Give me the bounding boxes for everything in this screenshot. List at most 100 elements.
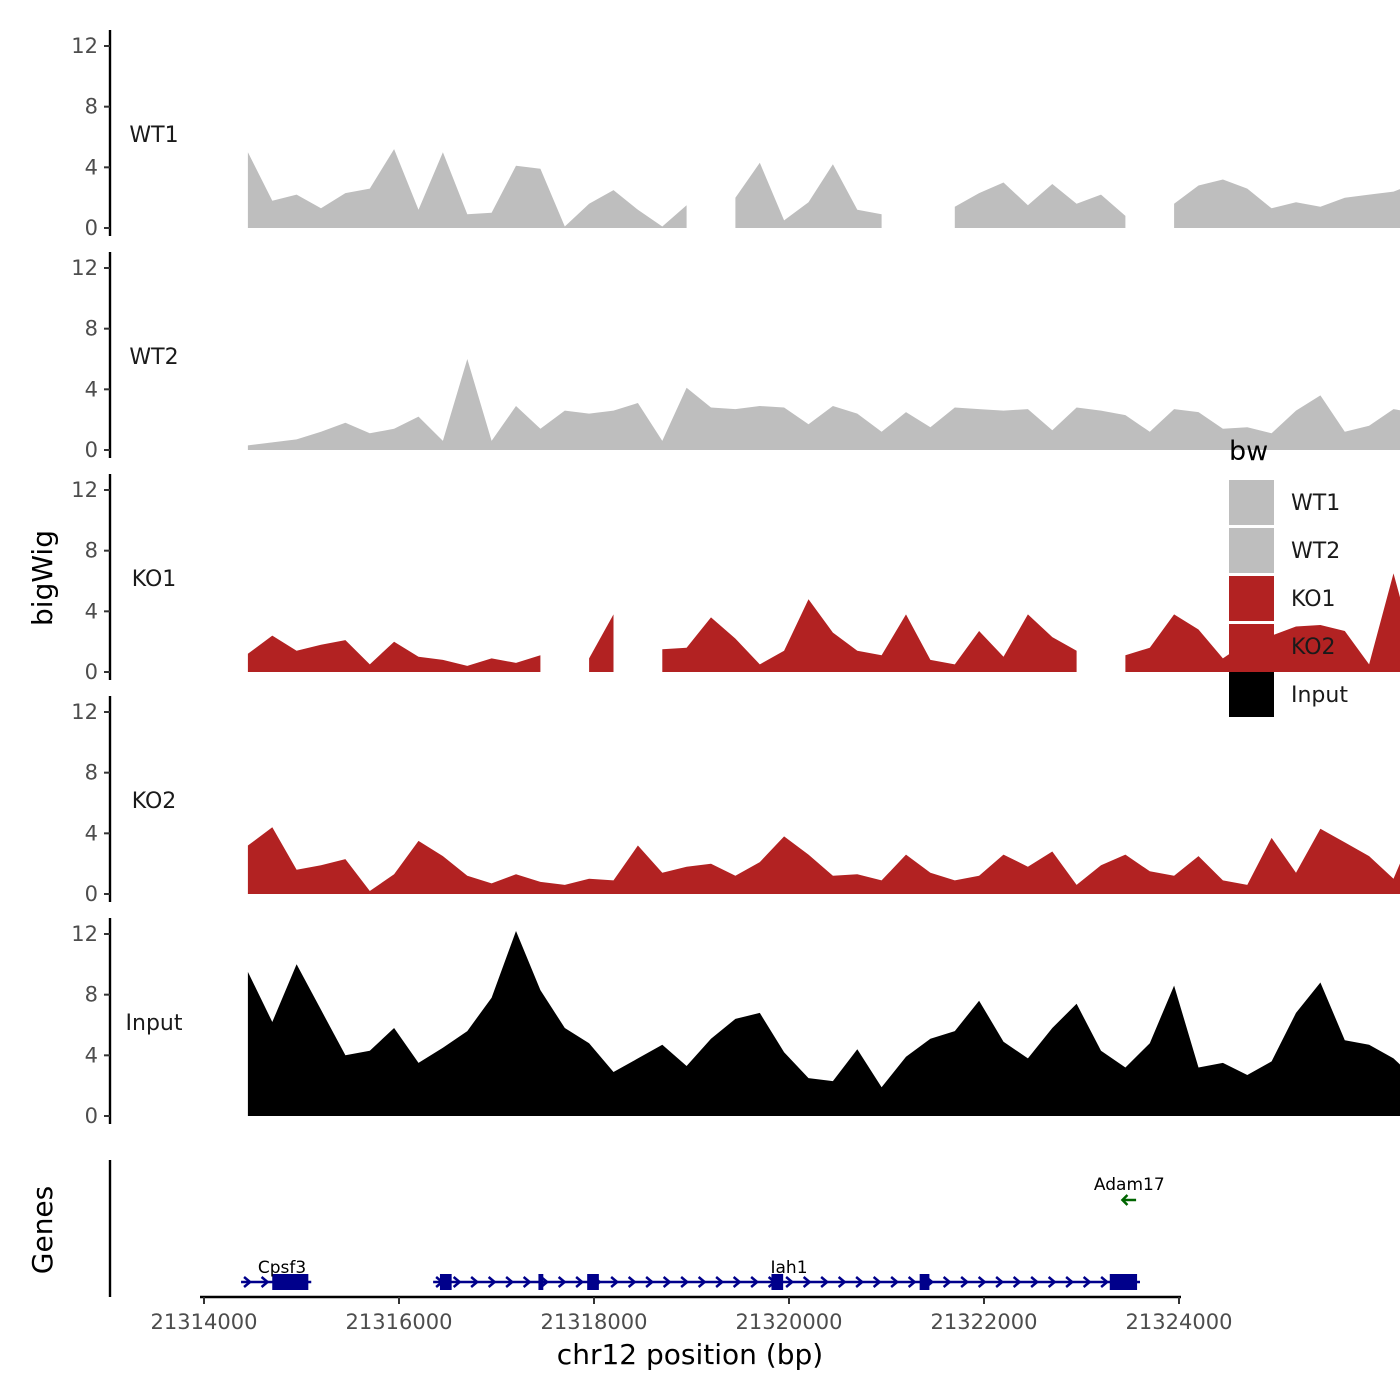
track-panel-ko2: 0 4 8 12 KO2: [71, 696, 1400, 906]
legend-swatch: [1229, 480, 1274, 525]
strand-arrow-icon: [1065, 1276, 1075, 1288]
exon-block: [272, 1274, 309, 1290]
gene-label: Adam17: [1094, 1175, 1165, 1195]
y-tick-label: 4: [85, 821, 98, 845]
y-tick-label: 4: [85, 377, 98, 401]
track-label: KO1: [132, 567, 177, 592]
legend-label: Input: [1291, 683, 1348, 708]
genes-axis-title: Genes: [26, 1186, 59, 1274]
x-axis: 21314000 21316000 21318000 21320000 21322000…: [151, 1295, 1232, 1334]
gene-label: Cpsf3: [258, 1258, 306, 1278]
strand-arrow-icon: [505, 1276, 515, 1288]
y-tick-label: 12: [71, 256, 98, 280]
y-tick-label: 12: [71, 700, 98, 724]
gene-iah1: Iah1: [433, 1258, 1140, 1290]
exon-block: [538, 1274, 544, 1290]
track-panel-ko1: 0 4 8 12 KO1: [71, 474, 1400, 684]
strand-arrow-icon: [1100, 1276, 1110, 1288]
strand-arrow-icon: [802, 1276, 812, 1288]
legend-item: WT2: [1229, 528, 1340, 573]
strand-arrow-icon: [732, 1276, 742, 1288]
y-tick-label: 4: [85, 1043, 98, 1067]
exon-block: [919, 1274, 930, 1290]
strand-arrow-icon: [960, 1276, 970, 1288]
track-panel-wt1: 0 4 8 12 WT1: [71, 30, 1400, 240]
x-tick-label: 21316000: [346, 1310, 453, 1334]
strand-arrow-icon: [855, 1276, 865, 1288]
legend-label: KO1: [1291, 587, 1336, 612]
track-label: KO2: [132, 789, 177, 814]
track-panel-wt2: 0 4 8 12 WT2: [71, 252, 1400, 462]
strand-arrow-icon: [680, 1276, 690, 1288]
y-tick-label: 12: [71, 922, 98, 946]
coverage-area: [247, 635, 541, 672]
strand-arrow-icon: [750, 1276, 760, 1288]
strand-arrow-icon: [1120, 1194, 1129, 1206]
strand-arrow-icon: [557, 1276, 567, 1288]
coverage-area: [954, 182, 1126, 228]
track-label: WT2: [129, 345, 178, 370]
legend-swatch: [1229, 624, 1274, 669]
strand-arrow-icon: [662, 1276, 672, 1288]
strand-arrow-icon: [907, 1276, 917, 1288]
exon-block: [771, 1274, 784, 1290]
x-tick-label: 21318000: [541, 1310, 648, 1334]
y-tick-label: 0: [85, 1104, 98, 1128]
legend-label: WT2: [1291, 539, 1340, 564]
strand-arrow-icon: [645, 1276, 655, 1288]
legend-item: Input: [1229, 672, 1348, 717]
strand-arrow-icon: [715, 1276, 725, 1288]
y-tick-label: 0: [85, 216, 98, 240]
strand-arrow-icon: [785, 1276, 795, 1288]
gene-label: Iah1: [770, 1258, 807, 1278]
track-panels: 0 4 8 12 WT1 0 4 8 12 WT2 0 4 8 12 KO1 0 4 8 12 KO2 0 4 8 12 Inp…: [71, 30, 1400, 1128]
strand-arrow-icon: [1047, 1276, 1057, 1288]
y-tick-label: 12: [71, 34, 98, 58]
y-tick-label: 8: [85, 761, 98, 785]
track-panel-input: 0 4 8 12 Input: [71, 918, 1400, 1128]
strand-arrow-icon: [697, 1276, 707, 1288]
strand-arrow-icon: [575, 1276, 585, 1288]
y-tick-label: 0: [85, 660, 98, 684]
strand-arrow-icon: [1030, 1276, 1040, 1288]
coverage-area: [247, 827, 1400, 894]
track-label: Input: [126, 1011, 183, 1036]
y-tick-label: 4: [85, 155, 98, 179]
genes-panel: Cpsf3 Iah1 Adam17: [108, 1160, 1165, 1297]
legend-item: KO2: [1229, 624, 1336, 669]
strand-arrow-icon: [243, 1276, 253, 1288]
legend-label: WT1: [1291, 491, 1340, 516]
strand-arrow-icon: [627, 1276, 637, 1288]
strand-arrow-icon: [977, 1276, 987, 1288]
strand-arrow-icon: [837, 1276, 847, 1288]
strand-arrow-icon: [522, 1276, 532, 1288]
coverage-area: [247, 359, 1400, 450]
legend-swatch: [1229, 576, 1274, 621]
legend-title: bw: [1229, 436, 1268, 467]
gene-adam17: Adam17: [1094, 1175, 1165, 1206]
y-tick-label: 8: [85, 317, 98, 341]
coverage-area: [247, 931, 1400, 1116]
strand-arrow-icon: [610, 1276, 620, 1288]
y-tick-label: 0: [85, 882, 98, 906]
x-tick-label: 21320000: [736, 1310, 843, 1334]
legend-label: KO2: [1291, 635, 1336, 660]
strand-arrow-icon: [890, 1276, 900, 1288]
y-tick-label: 8: [85, 95, 98, 119]
coverage-area: [662, 599, 1077, 672]
legend-item: WT1: [1229, 480, 1340, 525]
y-tick-label: 4: [85, 599, 98, 623]
strand-arrow-icon: [1082, 1276, 1092, 1288]
legend-swatch: [1229, 672, 1274, 717]
coverage-area: [247, 149, 687, 228]
y-tick-label: 8: [85, 539, 98, 563]
y-tick-label: 0: [85, 438, 98, 462]
strand-arrow-icon: [820, 1276, 830, 1288]
exon-block: [587, 1274, 599, 1290]
y-axis-title: bigWig: [26, 530, 59, 626]
legend-swatch: [1229, 528, 1274, 573]
strand-arrow-icon: [942, 1276, 952, 1288]
legend-item: KO1: [1229, 576, 1336, 621]
exon-block: [1109, 1274, 1138, 1290]
